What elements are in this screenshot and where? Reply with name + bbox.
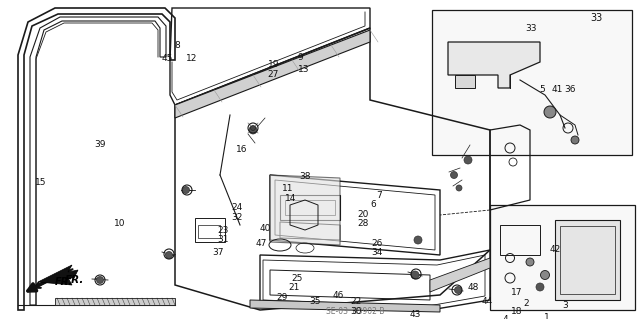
- Circle shape: [541, 271, 550, 279]
- Text: 10: 10: [114, 219, 125, 228]
- Text: 34: 34: [371, 248, 383, 257]
- Text: 25: 25: [291, 274, 303, 283]
- Text: 20: 20: [357, 210, 369, 219]
- Text: 33: 33: [525, 24, 536, 33]
- Text: 17: 17: [511, 288, 522, 297]
- Text: 38: 38: [300, 172, 311, 181]
- Text: 13: 13: [298, 65, 309, 74]
- Text: 18: 18: [511, 308, 522, 316]
- Bar: [432, 10, 632, 155]
- Circle shape: [536, 283, 544, 291]
- Text: 42: 42: [549, 245, 561, 254]
- Bar: [490, 205, 635, 310]
- Polygon shape: [250, 300, 440, 312]
- Text: 31: 31: [218, 235, 229, 244]
- Polygon shape: [38, 265, 78, 285]
- Circle shape: [526, 258, 534, 266]
- Text: 23: 23: [218, 226, 229, 235]
- Circle shape: [97, 277, 104, 284]
- Text: 21: 21: [288, 283, 300, 292]
- Polygon shape: [55, 298, 175, 305]
- Text: 2: 2: [524, 299, 529, 308]
- Text: 45: 45: [162, 54, 173, 63]
- Text: 43: 43: [410, 310, 421, 319]
- Text: 7: 7: [376, 191, 382, 200]
- Circle shape: [249, 126, 257, 134]
- Text: 14: 14: [285, 194, 297, 203]
- Text: SE-03  83902 B: SE-03 83902 B: [326, 308, 384, 316]
- Text: 16: 16: [236, 145, 247, 154]
- Polygon shape: [448, 42, 540, 88]
- Text: 1: 1: [544, 313, 550, 319]
- Text: 30: 30: [351, 307, 362, 315]
- Text: 32: 32: [232, 213, 243, 222]
- Circle shape: [414, 236, 422, 244]
- Text: 3: 3: [562, 301, 568, 310]
- Text: 36: 36: [564, 85, 576, 94]
- Circle shape: [544, 106, 556, 118]
- Text: 48: 48: [467, 283, 479, 292]
- Text: 40: 40: [259, 224, 271, 233]
- Text: 8: 8: [174, 41, 180, 50]
- Text: 46: 46: [333, 291, 344, 300]
- Text: 37: 37: [212, 248, 224, 257]
- Text: 6: 6: [370, 200, 376, 209]
- Text: 28: 28: [357, 219, 369, 228]
- Text: 44: 44: [481, 297, 493, 306]
- Polygon shape: [270, 175, 340, 245]
- Text: 41: 41: [552, 85, 563, 94]
- Circle shape: [456, 185, 462, 191]
- Text: 12: 12: [186, 54, 197, 63]
- Polygon shape: [430, 258, 490, 292]
- Circle shape: [464, 156, 472, 164]
- Text: 39: 39: [95, 140, 106, 149]
- Text: 47: 47: [256, 239, 268, 248]
- Text: 22: 22: [351, 297, 362, 306]
- Circle shape: [250, 125, 255, 130]
- Circle shape: [411, 271, 419, 279]
- Text: 5: 5: [539, 85, 545, 94]
- Circle shape: [571, 136, 579, 144]
- Polygon shape: [175, 30, 370, 118]
- Text: 4: 4: [502, 315, 508, 319]
- Text: 9: 9: [298, 53, 303, 62]
- Circle shape: [454, 286, 461, 293]
- Text: FR.: FR.: [65, 275, 84, 285]
- Text: 33: 33: [590, 13, 602, 23]
- Polygon shape: [555, 220, 620, 300]
- Text: 27: 27: [268, 70, 279, 78]
- Circle shape: [166, 251, 173, 258]
- Text: 24: 24: [232, 204, 243, 212]
- Text: FR.: FR.: [55, 277, 73, 287]
- Text: 19: 19: [268, 60, 279, 69]
- Text: 11: 11: [282, 184, 293, 193]
- Text: 26: 26: [371, 239, 383, 248]
- Polygon shape: [455, 75, 475, 88]
- Circle shape: [451, 172, 458, 179]
- Text: 35: 35: [309, 297, 321, 306]
- Circle shape: [182, 187, 189, 194]
- Text: 15: 15: [35, 178, 47, 187]
- Text: 29: 29: [276, 293, 288, 302]
